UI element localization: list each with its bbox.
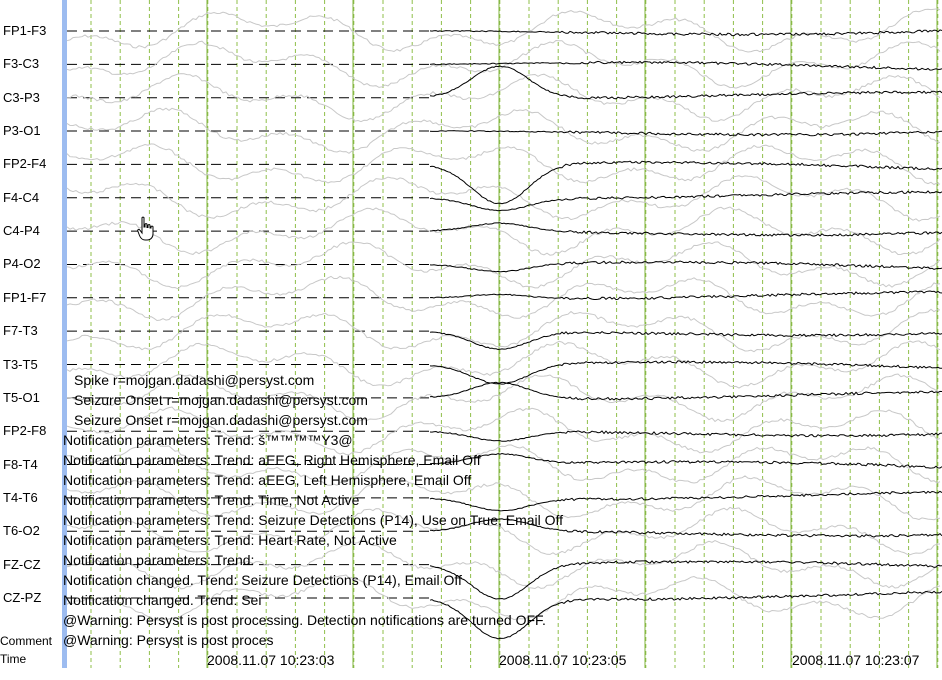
secondary-eeg-trace xyxy=(66,275,941,322)
channel-label[interactable]: T3-T5 xyxy=(3,356,38,372)
channel-label[interactable]: F7-T3 xyxy=(3,323,38,339)
timestamp-label: 2008.11.07 10:23:05 xyxy=(499,652,627,668)
eeg-trace xyxy=(429,160,942,205)
channel-label[interactable]: F4-C4 xyxy=(3,189,40,205)
time-row-label: Time xyxy=(0,652,27,666)
channel-label[interactable]: FP1-F3 xyxy=(3,23,47,38)
eeg-trace xyxy=(429,29,942,37)
channel-label[interactable]: FP2-F4 xyxy=(3,156,47,172)
eeg-trace xyxy=(429,452,942,469)
hand-pointer-icon xyxy=(137,216,154,241)
secondary-eeg-trace xyxy=(66,8,941,53)
eeg-trace xyxy=(429,590,942,640)
secondary-eeg-trace xyxy=(66,308,940,353)
secondary-eeg-trace xyxy=(66,241,941,290)
timestamp-label: 2008.11.07 10:23:03 xyxy=(207,652,335,668)
channel-label[interactable]: C3-P3 xyxy=(3,89,40,105)
secondary-eeg-trace xyxy=(66,340,941,389)
secondary-eeg-trace xyxy=(66,574,941,621)
channel-label-column: FP1-F3 F3-C3 C3-P3 P3-O1 FP2-F4 F4-C4 C4-P4 P4-… xyxy=(0,0,62,680)
eeg-trace xyxy=(429,190,942,212)
eeg-trace xyxy=(429,290,942,301)
eeg-trace xyxy=(429,330,942,351)
eeg-trace xyxy=(429,260,942,273)
eeg-trace xyxy=(429,130,942,137)
channel-label[interactable]: P3-O1 xyxy=(3,123,41,139)
channel-label[interactable]: C4-P4 xyxy=(3,223,40,239)
channel-label[interactable]: F3-C3 xyxy=(3,56,40,72)
eeg-trace xyxy=(429,65,942,100)
secondary-eeg-trace xyxy=(66,143,941,186)
secondary-eeg-trace xyxy=(66,406,941,456)
eeg-trace xyxy=(429,490,942,512)
timestamp-label: 2008.11.07 10:23:07 xyxy=(792,652,920,668)
secondary-eeg-trace xyxy=(66,475,941,521)
channel-label[interactable]: T4-T6 xyxy=(3,489,38,505)
channel-label[interactable]: FP2-F8 xyxy=(3,423,47,439)
secondary-eeg-trace xyxy=(66,442,941,486)
secondary-eeg-trace xyxy=(66,175,941,222)
secondary-eeg-trace xyxy=(66,539,941,590)
channel-label[interactable]: P4-O2 xyxy=(3,256,41,272)
eeg-trace xyxy=(429,381,942,401)
channel-label[interactable]: FP1-F7 xyxy=(3,289,47,305)
eeg-trace xyxy=(429,430,942,442)
eeg-trace xyxy=(429,60,942,71)
secondary-eeg-trace xyxy=(66,107,941,154)
channel-label[interactable]: CZ-PZ xyxy=(3,589,42,605)
secondary-eeg-trace xyxy=(66,506,941,556)
secondary-eeg-trace xyxy=(66,373,941,423)
comment-row-label: Comment xyxy=(0,634,53,648)
channel-label[interactable]: FZ-CZ xyxy=(3,556,41,572)
channel-label[interactable]: T6-O2 xyxy=(3,523,40,539)
channel-label[interactable]: F8-T4 xyxy=(3,456,38,472)
eeg-trace xyxy=(429,360,942,385)
channel-label[interactable]: T5-O1 xyxy=(3,389,40,405)
eeg-trace xyxy=(429,222,942,237)
secondary-eeg-trace xyxy=(66,73,941,123)
left-scroll-marker[interactable] xyxy=(62,0,67,668)
eeg-trace xyxy=(429,559,942,600)
eeg-trace xyxy=(429,518,942,538)
